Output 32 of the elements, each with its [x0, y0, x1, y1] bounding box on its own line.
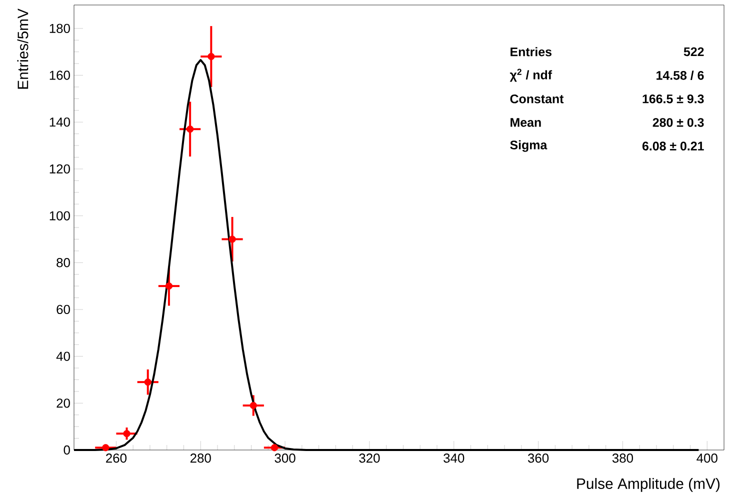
annotation: Mean: [510, 118, 541, 127]
x-tick-label: 260: [106, 454, 127, 463]
annotation: 166.5 ± 9.3: [642, 94, 704, 104]
x-tick-label: 300: [274, 454, 296, 463]
y-tick-label: 140: [50, 118, 70, 127]
annotation: χ$^{2}$ / ndf: [510, 68, 552, 82]
y-tick-label: 0: [64, 445, 70, 455]
y-tick-label: 40: [56, 352, 70, 361]
x-tick-label: 380: [612, 454, 634, 463]
x-tick-label: 320: [359, 454, 380, 463]
annotation: 6.08 ± 0.21: [642, 142, 704, 150]
y-tick-label: 180: [50, 24, 70, 33]
x-tick-label: 340: [444, 454, 464, 463]
annotation: 14.58 / 6: [656, 70, 704, 80]
annotation: 522: [684, 47, 704, 56]
point: [102, 444, 110, 452]
y-tick-label: 20: [56, 398, 70, 408]
point: [270, 444, 278, 452]
y-tick-label: 120: [50, 164, 70, 174]
y-tick-label: 100: [50, 211, 70, 220]
y-tick-label: 160: [50, 70, 70, 80]
y-tick-label: 80: [56, 258, 70, 268]
x-tick-label: 280: [190, 454, 211, 463]
y-tick-label: 60: [56, 304, 70, 314]
annotation: Entries: [510, 47, 552, 56]
annotation: 280 ± 0.3: [652, 118, 704, 127]
x-tick-label: 360: [528, 454, 549, 463]
x-axis-title: Pulse Amplitude (mV): [577, 478, 720, 492]
annotation: Sigma: [510, 140, 548, 152]
y-axis-title: Entries/5mV: [17, 8, 28, 89]
x-tick-label: 400: [696, 454, 718, 463]
annotation: Constant: [510, 94, 564, 104]
